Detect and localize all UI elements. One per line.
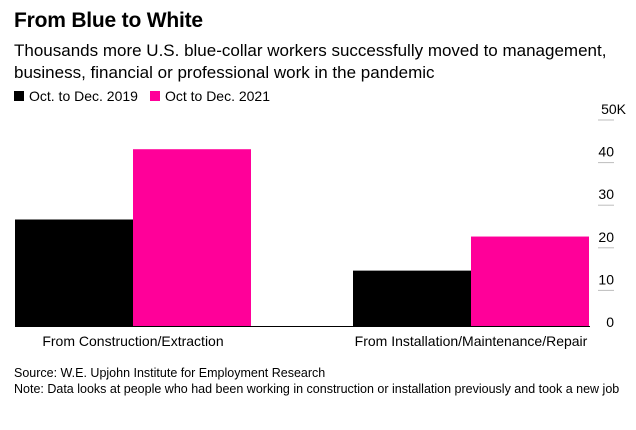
bar-2019-construction bbox=[15, 219, 133, 326]
bar-2019-installation bbox=[353, 270, 471, 326]
bar-2021-construction bbox=[133, 149, 251, 326]
chart-footer: Source: W.E. Upjohn Institute for Employ… bbox=[14, 366, 626, 397]
y-tick-label-30: 30 bbox=[598, 186, 614, 202]
bar-2021-installation bbox=[471, 236, 589, 326]
y-tick-label-0: 0 bbox=[606, 314, 614, 330]
data-note: Note: Data looks at people who had been … bbox=[14, 381, 620, 396]
legend-item-2019: Oct. to Dec. 2019 bbox=[14, 88, 138, 104]
legend-item-2021: Oct to Dec. 2021 bbox=[149, 88, 271, 104]
legend-swatch-2021 bbox=[149, 91, 160, 101]
legend-label-2019: Oct. to Dec. 2019 bbox=[29, 88, 138, 104]
y-tick-label-10: 10 bbox=[598, 271, 614, 287]
x-axis: From Construction/Extraction From Install… bbox=[42, 333, 587, 349]
source-note: Source: W.E. Upjohn Institute for Employ… bbox=[14, 366, 326, 380]
bar-chart: 0 10 20 30 40 50K From Construction/Extractio… bbox=[15, 101, 627, 349]
y-tick-label-20: 20 bbox=[598, 229, 614, 245]
category-label-installation: From Installation/Maintenance/Repair bbox=[355, 333, 588, 349]
chart-legend: Oct. to Dec. 2019 Oct to Dec. 2021 bbox=[14, 88, 282, 104]
legend-label-2021: Oct to Dec. 2021 bbox=[164, 88, 271, 104]
y-axis: 0 10 20 30 40 50K bbox=[15, 101, 627, 330]
legend-swatch-2019 bbox=[14, 91, 24, 101]
category-label-construction: From Construction/Extraction bbox=[42, 333, 223, 349]
bars-group bbox=[15, 149, 589, 326]
y-tick-label-40: 40 bbox=[598, 144, 614, 160]
chart-title: From Blue to White bbox=[14, 9, 203, 32]
chart-subtitle: Thousands more U.S. blue-collar workers … bbox=[14, 41, 607, 82]
y-tick-label-50: 50K bbox=[601, 101, 627, 117]
